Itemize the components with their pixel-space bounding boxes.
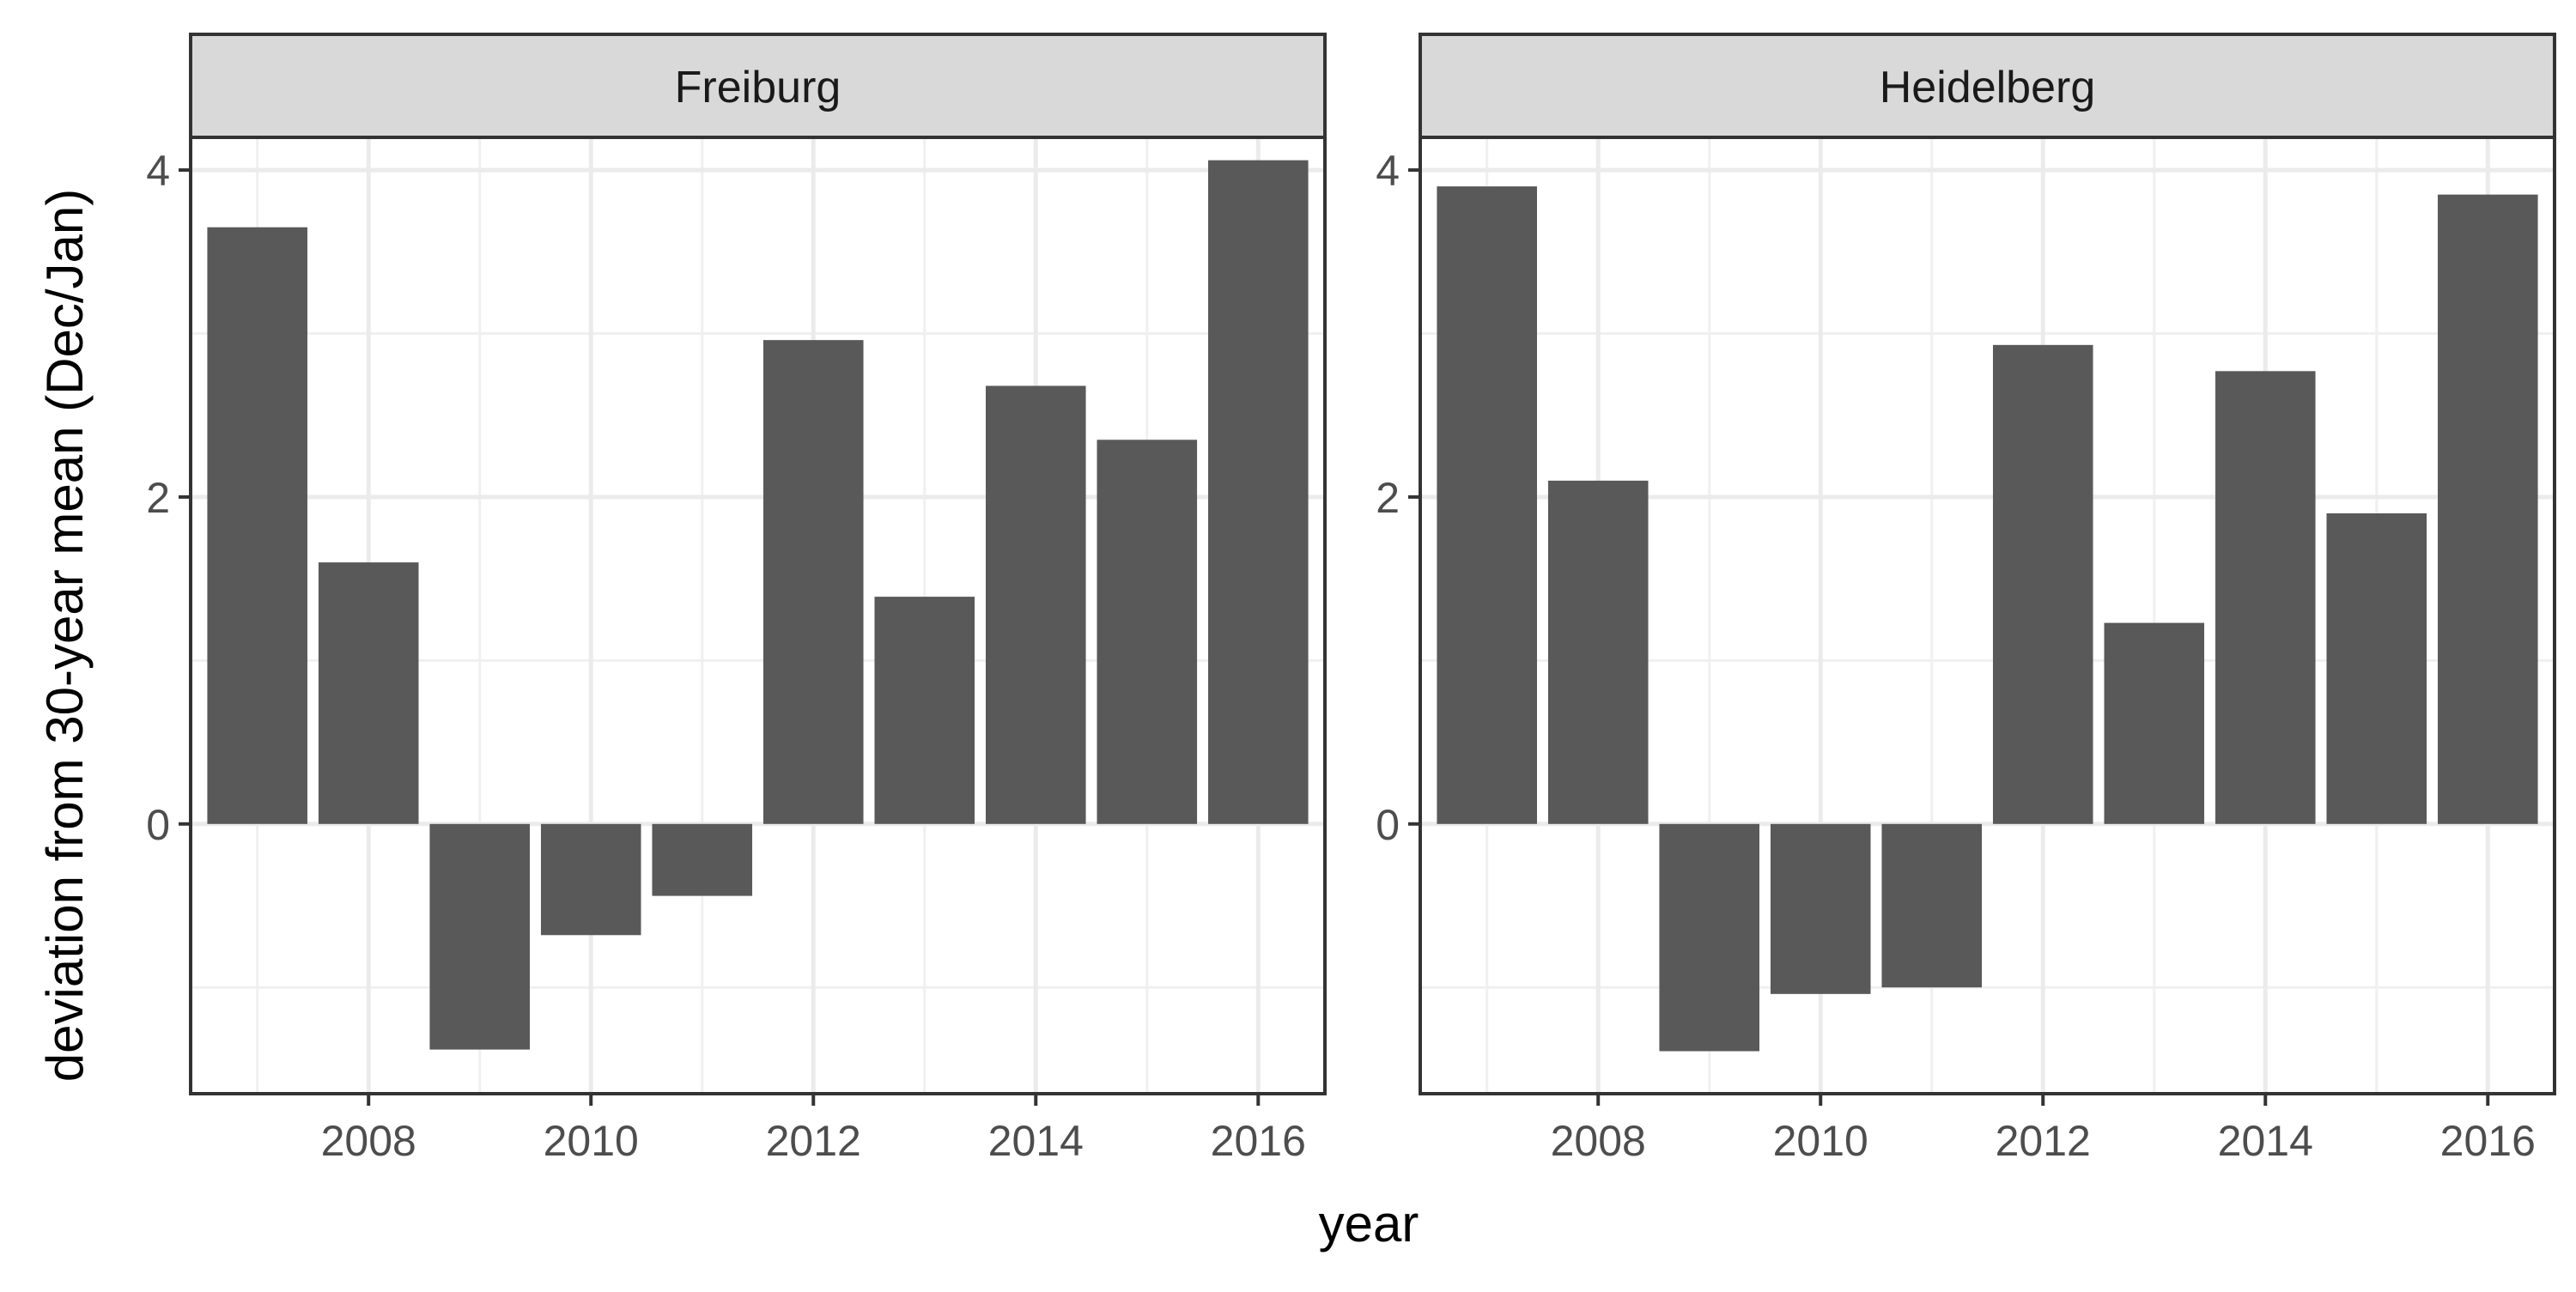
bar-heidelberg-2009 bbox=[1659, 823, 1760, 1052]
y-tick-label: 4 bbox=[146, 147, 170, 195]
bar-heidelberg-2012 bbox=[1992, 344, 2093, 824]
bar-freiburg-2010 bbox=[540, 823, 641, 936]
x-tick-label: 2012 bbox=[1996, 1117, 2091, 1165]
facet-strip-label: Freiburg bbox=[675, 63, 841, 112]
bar-freiburg-2014 bbox=[985, 385, 1086, 824]
x-tick-label: 2014 bbox=[2218, 1117, 2313, 1165]
bar-heidelberg-2014 bbox=[2215, 371, 2316, 824]
y-tick-label: 0 bbox=[1376, 801, 1400, 849]
bar-heidelberg-2013 bbox=[2104, 622, 2205, 824]
facet-panel-heidelberg: Heidelberg 0 2 4 2008 2010 2012 2014 2016 bbox=[1376, 33, 2556, 1165]
bar-heidelberg-2007 bbox=[1437, 186, 1537, 824]
y-tick-label: 2 bbox=[146, 474, 170, 522]
bar-heidelberg-2011 bbox=[1881, 823, 1983, 988]
x-tick-label: 2008 bbox=[321, 1117, 416, 1165]
facet-strip bbox=[189, 33, 1327, 139]
facet-strip-label: Heidelberg bbox=[1880, 63, 2096, 112]
x-tick-label: 2012 bbox=[766, 1117, 861, 1165]
bar-freiburg-2011 bbox=[652, 823, 753, 896]
bar-heidelberg-2015 bbox=[2326, 513, 2427, 824]
facet-panel-freiburg: Freiburg 0 2 4 2008 2010 2012 2014 2016 bbox=[146, 33, 1327, 1165]
x-tick-label: 2010 bbox=[544, 1117, 639, 1165]
bar-freiburg-2007 bbox=[207, 227, 307, 824]
x-tick-label: 2014 bbox=[988, 1117, 1084, 1165]
bar-freiburg-2015 bbox=[1097, 440, 1198, 824]
bar-freiburg-2013 bbox=[874, 597, 975, 824]
bar-freiburg-2009 bbox=[429, 823, 531, 1050]
bar-heidelberg-2010 bbox=[1770, 823, 1871, 994]
y-axis-title: deviation from 30-year mean (Dec/Jan) bbox=[36, 189, 94, 1082]
y-tick-label: 4 bbox=[1376, 147, 1400, 195]
y-tick-label: 0 bbox=[146, 801, 170, 849]
bar-freiburg-2016 bbox=[1208, 160, 1309, 824]
x-tick-label: 2016 bbox=[1211, 1117, 1306, 1165]
x-tick-label: 2008 bbox=[1551, 1117, 1646, 1165]
bar-freiburg-2012 bbox=[762, 340, 864, 824]
bar-heidelberg-2008 bbox=[1547, 480, 1649, 824]
bar-freiburg-2008 bbox=[318, 562, 419, 824]
x-tick-label: 2010 bbox=[1773, 1117, 1868, 1165]
x-axis-title: year bbox=[1319, 1195, 1419, 1253]
facet-strip bbox=[1419, 33, 2556, 139]
y-tick-label: 2 bbox=[1376, 474, 1400, 522]
bar-heidelberg-2016 bbox=[2438, 194, 2538, 824]
x-tick-label: 2016 bbox=[2440, 1117, 2536, 1165]
